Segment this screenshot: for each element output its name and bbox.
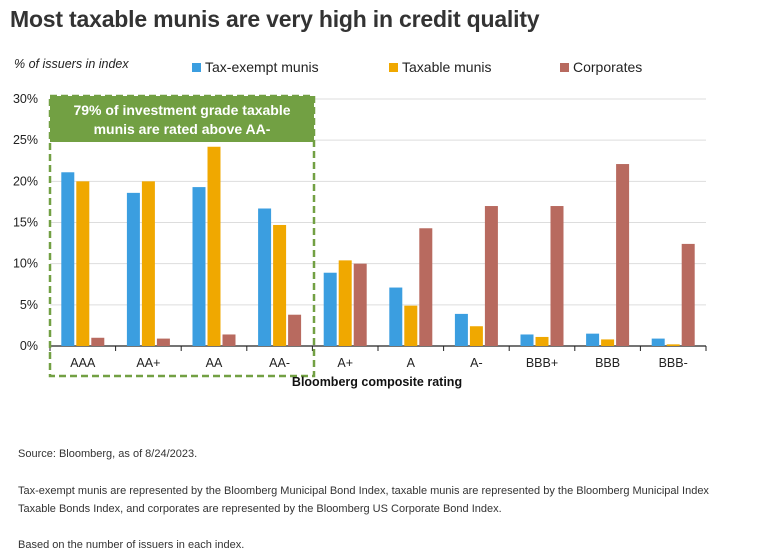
legend-label-taxable: Taxable munis [402, 59, 492, 75]
x-tick-label: AA [206, 356, 223, 370]
bar-corporates-AA+ [156, 338, 170, 346]
bar-tax-exempt-munis-AA+ [126, 192, 140, 346]
bar-corporates-BBB- [681, 243, 695, 346]
x-axis-title: Bloomberg composite rating [292, 375, 462, 389]
bar-tax-exempt-munis-BBB+ [520, 334, 534, 346]
y-axis-ticks: 0% 5% 10% 15% 20% 25% 30% [13, 92, 38, 353]
x-tick-label: BBB [595, 356, 620, 370]
legend-swatch-taxable [389, 62, 398, 72]
callout-text-line1: 79% of investment grade taxable [73, 102, 290, 118]
x-tick-label: AA+ [136, 356, 160, 370]
bar-taxable-munis-AA- [273, 224, 287, 346]
y-tick-label: 20% [13, 174, 38, 188]
bar-corporates-AA- [288, 314, 302, 346]
bar-corporates-A- [484, 206, 498, 346]
bar-taxable-munis-BBB- [666, 344, 680, 346]
bar-tax-exempt-munis-A+ [323, 272, 337, 346]
x-axis-ticks: AAA AA+ AA AA- A+ A A- BBB+ BBB BBB- [49, 346, 707, 370]
bar-taxable-munis-A- [469, 326, 483, 346]
bar-tax-exempt-munis-A [389, 287, 403, 346]
bar-taxable-munis-AA+ [141, 181, 155, 346]
bars [61, 146, 695, 346]
y-axis-unit-label: % of issuers in index [14, 57, 129, 71]
x-tick-label: A [407, 356, 416, 370]
bar-tax-exempt-munis-BBB- [651, 338, 665, 346]
bar-taxable-munis-A+ [338, 260, 352, 346]
bar-tax-exempt-munis-AA [192, 187, 206, 346]
y-tick-label: 5% [20, 298, 38, 312]
bar-chart: 0%5%10%15%20%25%30% AAA AA+ AA AA- A+ A A- BBB+… [13, 92, 707, 389]
y-tick-label: 25% [13, 133, 38, 147]
bar-taxable-munis-A [404, 305, 418, 346]
legend-swatch-corporates [560, 62, 569, 72]
bar-corporates-BBB [616, 164, 630, 346]
chart-title: Most taxable munis are very high in cred… [10, 6, 540, 32]
bar-tax-exempt-munis-A- [454, 313, 468, 346]
legend-label-tax-exempt: Tax-exempt munis [205, 59, 319, 75]
bar-taxable-munis-AAA [76, 181, 90, 346]
y-tick-label: 10% [13, 257, 38, 271]
description-note-line1: Tax-exempt munis are represented by the … [18, 485, 709, 497]
bar-corporates-AA [222, 334, 236, 346]
bar-corporates-A [419, 228, 433, 346]
description-note-line2: Taxable Bonds Index, and corporates are … [18, 503, 502, 515]
source-note: Source: Bloomberg, as of 8/24/2023. [18, 448, 198, 460]
legend-item-tax-exempt: Tax-exempt munis [192, 59, 319, 75]
y-tick-label: 30% [13, 92, 38, 106]
legend-label-corporates: Corporates [573, 59, 643, 75]
bar-taxable-munis-BBB+ [535, 336, 549, 346]
bar-corporates-AAA [91, 337, 105, 346]
x-tick-label: A- [470, 356, 483, 370]
bar-tax-exempt-munis-AAA [61, 172, 75, 346]
y-tick-label: 15% [13, 216, 38, 230]
callout-text-line2: munis are rated above AA- [94, 121, 271, 137]
bar-corporates-A+ [353, 263, 367, 346]
x-tick-label: A+ [337, 356, 353, 370]
y-tick-label: 0% [20, 339, 38, 353]
basis-note: Based on the number of issuers in each i… [18, 539, 245, 551]
x-tick-label: AA- [269, 356, 290, 370]
bar-tax-exempt-munis-AA- [258, 208, 272, 346]
legend-item-taxable: Taxable munis [389, 59, 492, 75]
bar-corporates-BBB+ [550, 206, 564, 346]
bar-tax-exempt-munis-BBB [586, 333, 600, 346]
bar-taxable-munis-AA [207, 146, 221, 346]
legend-swatch-tax-exempt [192, 62, 201, 72]
legend-item-corporates: Corporates [560, 59, 642, 75]
x-tick-label: BBB+ [526, 356, 558, 370]
x-tick-label: AAA [70, 356, 96, 370]
x-tick-label: BBB- [659, 356, 688, 370]
bar-taxable-munis-BBB [601, 339, 615, 346]
callout-box [50, 96, 314, 142]
